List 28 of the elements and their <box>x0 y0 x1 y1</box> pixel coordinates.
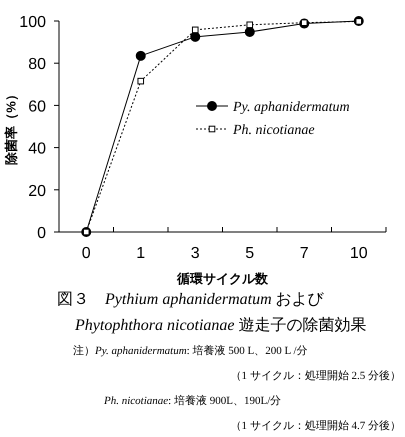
x-tick-label: 7 <box>300 245 309 262</box>
legend-label: Ph. nicotianae <box>232 123 315 138</box>
chart-title: 図３ Pythium aphanidermatum および Phytophthora nicotianae 遊走子の除菌効果 <box>57 291 367 334</box>
legend-label: Py. aphanidermatum <box>232 100 350 115</box>
point <box>190 32 200 42</box>
y-tick-label: 0 <box>37 225 46 242</box>
x-tick-label: 3 <box>190 245 200 262</box>
y-tick-label: 80 <box>28 56 46 74</box>
y-tick-label: 60 <box>28 98 46 116</box>
point <box>137 78 144 84</box>
point <box>300 19 308 26</box>
y-axis-title: 除菌率（%） <box>4 88 18 165</box>
point <box>136 50 146 61</box>
y-tick-label: 100 <box>19 14 46 31</box>
y-tick-label: 20 <box>28 182 46 200</box>
text: （1 サイクル：処理開始 4.7 分後） <box>230 420 401 432</box>
x-tick-label: 0 <box>82 245 91 262</box>
point <box>192 26 199 34</box>
text: Ph. nicotianae: 培養液 900L、190L/分 <box>103 394 282 407</box>
text: （1 サイクル：処理開始 2.5 分後） <box>230 370 401 382</box>
x-tick-label: 10 <box>350 245 368 262</box>
x-axis-title: 循環サイクル数 <box>176 271 269 286</box>
text: 注）Py. aphanidermatum: 培養液 500 L、200 L /分 <box>73 344 308 357</box>
point <box>244 26 255 37</box>
x-tick-label: 5 <box>245 245 254 262</box>
point <box>246 22 254 28</box>
y-tick-label: 40 <box>28 140 46 158</box>
x-tick-label: 1 <box>136 245 146 262</box>
